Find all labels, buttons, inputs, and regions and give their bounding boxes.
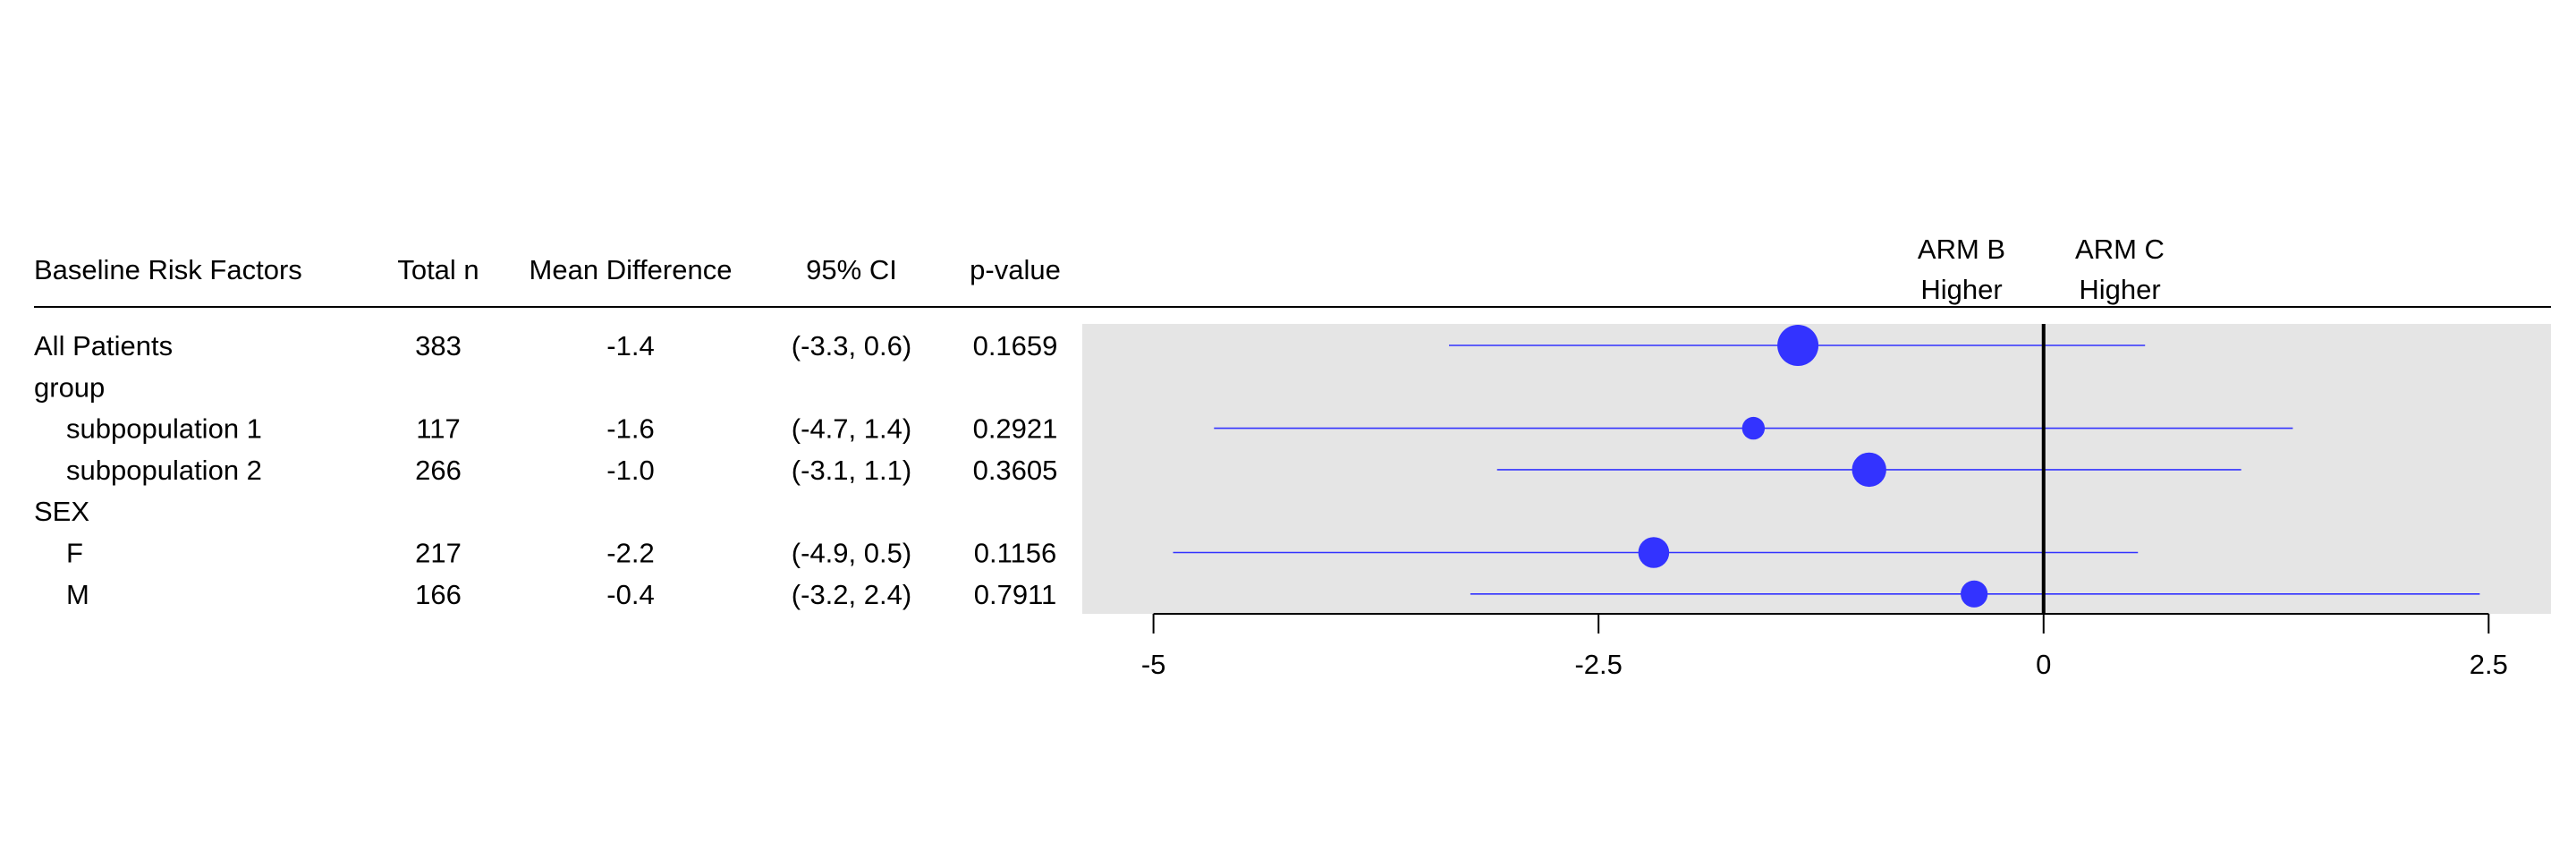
row-total-n: 166	[415, 579, 462, 610]
header-p-value: p-value	[970, 254, 1061, 285]
plot-panel	[1082, 324, 2551, 614]
table-row: M 166 -0.4 (-3.2, 2.4) 0.7911	[66, 579, 1056, 610]
row-label: F	[66, 538, 83, 569]
arm-left-label-line1: ARM B	[1918, 234, 2005, 265]
row-total-n: 383	[415, 330, 462, 361]
x-axis: -5 -2.5 0 2.5	[1141, 613, 2508, 680]
table-row: SEX	[34, 496, 89, 527]
point-estimate	[1777, 325, 1819, 366]
header-mean-difference: Mean Difference	[530, 254, 733, 285]
row-total-n: 217	[415, 538, 462, 569]
table-header: Baseline Risk Factors Total n Mean Diffe…	[34, 254, 1061, 285]
x-tick-label: 2.5	[2470, 649, 2508, 680]
row-95-ci: (-3.1, 1.1)	[792, 455, 911, 486]
row-label: M	[66, 579, 89, 610]
arm-left-label-line2: Higher	[1920, 274, 2002, 305]
row-p-value: 0.1659	[973, 330, 1058, 361]
row-label: All Patients	[34, 330, 173, 361]
row-label: group	[34, 371, 105, 403]
point-estimate	[1741, 416, 1766, 440]
point-estimate	[1961, 580, 1988, 608]
table-row: subpopulation 2 266 -1.0 (-3.1, 1.1) 0.3605	[66, 455, 1057, 486]
row-mean-difference: -0.4	[606, 579, 654, 610]
table-row: F 217 -2.2 (-4.9, 0.5) 0.1156	[66, 538, 1056, 569]
row-mean-difference: -1.4	[606, 330, 654, 361]
table-row: group	[34, 371, 105, 403]
arm-right-label-line2: Higher	[2079, 274, 2160, 305]
x-tick-label: -5	[1141, 649, 1166, 680]
arm-right-label-line1: ARM C	[2075, 234, 2165, 265]
row-mean-difference: -2.2	[606, 538, 654, 569]
row-total-n: 117	[416, 413, 460, 445]
header-total-n: Total n	[397, 254, 479, 285]
row-total-n: 266	[415, 455, 462, 486]
header-95-ci: 95% CI	[806, 254, 897, 285]
row-p-value: 0.1156	[974, 538, 1057, 569]
point-estimate	[1638, 537, 1670, 568]
table-row: subpopulation 1 117 -1.6 (-4.7, 1.4) 0.2921	[66, 413, 1057, 445]
row-95-ci: (-3.2, 2.4)	[792, 579, 911, 610]
row-p-value: 0.3605	[973, 455, 1058, 486]
row-label: subpopulation 1	[66, 413, 262, 445]
row-label: subpopulation 2	[66, 455, 262, 486]
row-p-value: 0.7911	[974, 579, 1057, 610]
table-body: All Patients 383 -1.4 (-3.3, 0.6) 0.1659 grou…	[34, 330, 1057, 610]
point-estimates	[1638, 325, 1988, 608]
row-95-ci: (-4.9, 0.5)	[792, 538, 911, 569]
row-mean-difference: -1.0	[606, 455, 654, 486]
row-95-ci: (-4.7, 1.4)	[792, 413, 911, 445]
header-baseline-risk-factors: Baseline Risk Factors	[34, 254, 302, 285]
x-tick-label: 0	[2036, 649, 2051, 680]
x-tick-label: -2.5	[1574, 649, 1622, 680]
row-p-value: 0.2921	[973, 413, 1058, 445]
row-95-ci: (-3.3, 0.6)	[792, 330, 911, 361]
arm-labels: ARM B Higher ARM C Higher	[1918, 234, 2165, 305]
table-row: All Patients 383 -1.4 (-3.3, 0.6) 0.1659	[34, 330, 1057, 361]
row-label: SEX	[34, 496, 89, 527]
row-mean-difference: -1.6	[606, 413, 654, 445]
point-estimate	[1852, 452, 1886, 488]
